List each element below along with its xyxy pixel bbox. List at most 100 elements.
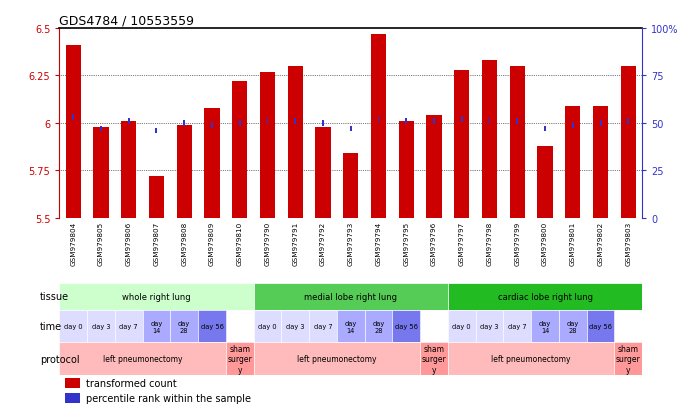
Text: transformed count: transformed count <box>86 378 177 388</box>
Bar <box>322 121 324 126</box>
Text: day
28: day 28 <box>567 320 579 333</box>
Bar <box>426 116 442 218</box>
Bar <box>232 82 247 218</box>
Text: GSM979793: GSM979793 <box>348 221 354 266</box>
Bar <box>156 128 158 134</box>
Bar <box>66 46 81 218</box>
Bar <box>226 343 253 375</box>
Text: GSM979804: GSM979804 <box>70 221 76 266</box>
Bar <box>239 121 241 126</box>
Bar <box>65 378 80 389</box>
Bar <box>211 123 213 128</box>
Bar <box>121 122 136 218</box>
Text: GSM979799: GSM979799 <box>514 221 520 266</box>
Bar <box>399 122 414 218</box>
Bar <box>309 310 337 343</box>
Bar <box>205 109 220 218</box>
Bar <box>315 127 331 218</box>
Bar <box>115 310 142 343</box>
Bar <box>65 393 80 403</box>
Bar <box>128 119 130 125</box>
Bar <box>614 343 642 375</box>
Bar <box>170 310 198 343</box>
Bar <box>253 283 448 310</box>
Text: left pneumonectomy: left pneumonectomy <box>491 354 571 363</box>
Text: day 56: day 56 <box>395 323 417 329</box>
Text: GSM979802: GSM979802 <box>597 221 604 266</box>
Bar <box>177 126 192 218</box>
Text: GSM979792: GSM979792 <box>320 221 326 266</box>
Bar <box>572 123 574 128</box>
Text: sham
surger
y: sham surger y <box>616 344 641 374</box>
Text: cardiac lobe right lung: cardiac lobe right lung <box>498 292 593 301</box>
Text: day 7: day 7 <box>313 323 332 329</box>
Bar <box>628 119 630 125</box>
Bar <box>59 343 226 375</box>
Text: day 3: day 3 <box>91 323 110 329</box>
Bar <box>475 310 503 343</box>
Bar <box>482 61 497 218</box>
Text: GSM979796: GSM979796 <box>431 221 437 266</box>
Text: GSM979808: GSM979808 <box>181 221 187 266</box>
Bar <box>517 119 518 125</box>
Bar <box>510 67 525 218</box>
Text: time: time <box>40 321 62 331</box>
Bar <box>149 177 164 218</box>
Bar <box>59 283 253 310</box>
Text: day 0: day 0 <box>452 323 471 329</box>
Bar <box>343 154 358 218</box>
Bar <box>559 310 586 343</box>
Bar <box>72 115 74 121</box>
Text: day 56: day 56 <box>200 323 223 329</box>
Text: GSM979794: GSM979794 <box>376 221 382 266</box>
Bar <box>600 121 602 126</box>
Bar <box>406 119 407 125</box>
Bar <box>448 283 642 310</box>
Bar <box>94 127 109 218</box>
Bar <box>420 343 448 375</box>
Text: medial lobe right lung: medial lobe right lung <box>304 292 397 301</box>
Text: sham
surger
y: sham surger y <box>422 344 447 374</box>
Bar <box>531 310 559 343</box>
Bar <box>537 146 553 218</box>
Text: day
28: day 28 <box>178 320 191 333</box>
Bar <box>198 310 226 343</box>
Text: day
14: day 14 <box>539 320 551 333</box>
Text: GSM979797: GSM979797 <box>459 221 465 266</box>
Text: day
28: day 28 <box>372 320 385 333</box>
Text: day
14: day 14 <box>345 320 357 333</box>
Bar <box>392 310 420 343</box>
Bar <box>433 119 435 125</box>
Bar <box>621 67 636 218</box>
Text: day 3: day 3 <box>480 323 499 329</box>
Text: whole right lung: whole right lung <box>122 292 191 301</box>
Text: GSM979800: GSM979800 <box>542 221 548 266</box>
Text: GSM979790: GSM979790 <box>265 221 271 266</box>
Bar <box>378 117 380 123</box>
Bar <box>448 343 614 375</box>
Bar <box>565 107 581 218</box>
Text: day 0: day 0 <box>64 323 82 329</box>
Bar <box>295 119 296 125</box>
Bar <box>184 121 185 126</box>
Text: GSM979806: GSM979806 <box>126 221 132 266</box>
Text: day 7: day 7 <box>508 323 526 329</box>
Bar <box>350 126 352 132</box>
Bar <box>59 310 87 343</box>
Bar <box>586 310 614 343</box>
Text: GSM979791: GSM979791 <box>292 221 298 266</box>
Text: tissue: tissue <box>40 292 69 302</box>
Bar <box>288 67 303 218</box>
Text: left pneumonectomy: left pneumonectomy <box>103 354 182 363</box>
Bar <box>87 310 115 343</box>
Bar <box>448 310 475 343</box>
Bar <box>454 71 469 218</box>
Bar <box>544 126 546 132</box>
Text: day 56: day 56 <box>589 323 612 329</box>
Text: GSM979807: GSM979807 <box>154 221 159 266</box>
Bar <box>503 310 531 343</box>
Text: GDS4784 / 10553559: GDS4784 / 10553559 <box>59 15 194 28</box>
Bar <box>461 117 463 123</box>
Text: GSM979810: GSM979810 <box>237 221 243 266</box>
Bar <box>371 35 386 218</box>
